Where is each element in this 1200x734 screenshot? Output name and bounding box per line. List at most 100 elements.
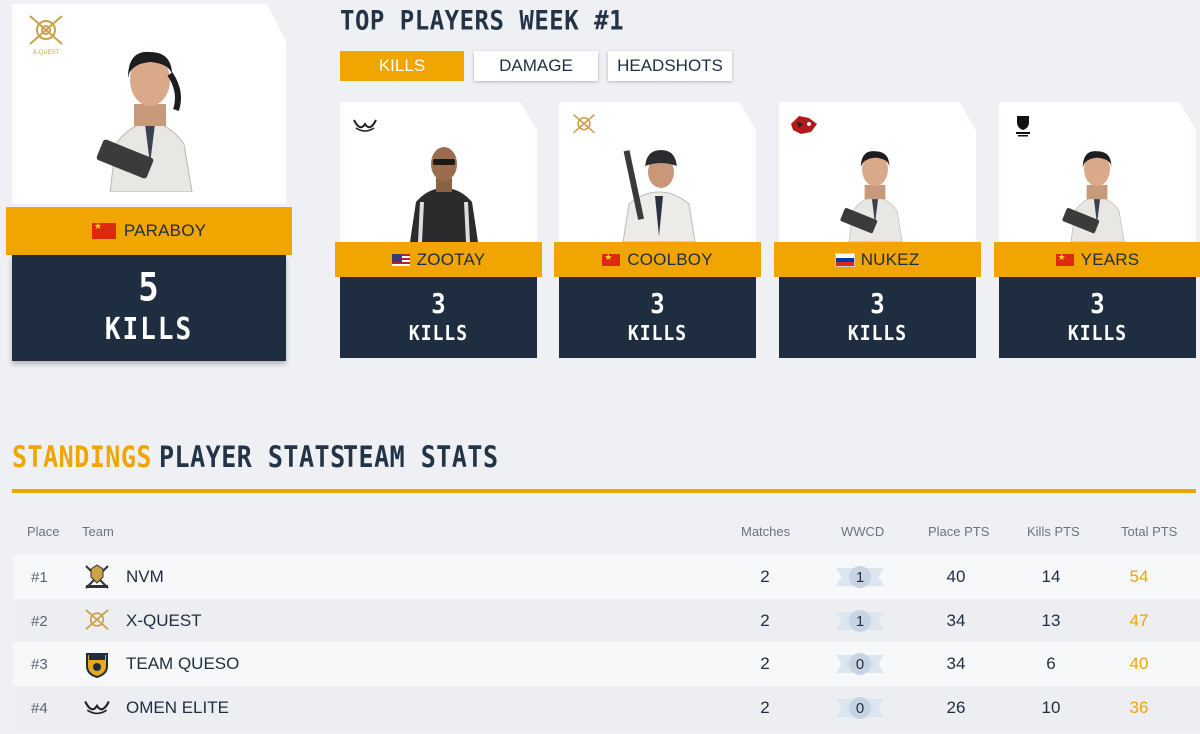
wwcd-value: 0 bbox=[849, 697, 871, 719]
row-wwcd: 0 bbox=[836, 686, 884, 730]
player-stat-value: 3 bbox=[870, 287, 885, 320]
usa-flag-icon bbox=[391, 253, 410, 266]
player-name: COOLBOY bbox=[627, 249, 713, 269]
table-row[interactable]: #2 X-QUEST 2 1 34 13 47 bbox=[13, 599, 1200, 643]
china-flag-icon bbox=[602, 252, 621, 266]
player-card[interactable]: COOLBOY 3 KILLS bbox=[554, 102, 761, 358]
player-name-banner: ZOOTAY bbox=[335, 242, 542, 277]
xquest-logo-icon bbox=[85, 609, 109, 631]
row-total-pts: 36 bbox=[1129, 698, 1149, 717]
wolf-logo-icon bbox=[791, 116, 817, 134]
featured-stat-value: 5 bbox=[138, 264, 160, 311]
player-photo-area bbox=[559, 102, 756, 242]
player-name: NUKEZ bbox=[860, 249, 920, 269]
queso-logo-icon bbox=[86, 653, 108, 678]
row-total-pts: 54 bbox=[1129, 567, 1149, 586]
row-team-name[interactable]: OMEN ELITE bbox=[126, 698, 229, 717]
row-total-pts: 47 bbox=[1129, 611, 1149, 630]
section-underline bbox=[12, 489, 1196, 493]
row-place: #1 bbox=[31, 568, 48, 586]
player-name: ZOOTAY bbox=[416, 249, 486, 269]
player-male-icon bbox=[410, 147, 478, 242]
row-kills-pts: 6 bbox=[1046, 654, 1056, 673]
wwcd-value: 1 bbox=[849, 610, 871, 632]
player-card[interactable]: ZOOTAY 3 KILLS bbox=[335, 102, 542, 358]
featured-photo-area: X-QUEST bbox=[12, 4, 286, 204]
tab-team-stats[interactable]: TEAM STATS bbox=[343, 440, 499, 475]
row-kills-pts: 14 bbox=[1041, 567, 1061, 586]
column-header-kills-pts: Kills PTS bbox=[1027, 524, 1080, 539]
row-team-name[interactable]: TEAM QUESO bbox=[126, 654, 240, 673]
player-female-icon bbox=[96, 51, 193, 192]
row-wwcd: 1 bbox=[836, 599, 884, 643]
row-kills-pts: 13 bbox=[1041, 611, 1061, 630]
tab-standings[interactable]: STANDINGS bbox=[12, 440, 152, 475]
nvm-logo-icon bbox=[85, 564, 109, 589]
row-matches: 2 bbox=[760, 567, 770, 586]
omen-logo-icon bbox=[84, 701, 110, 715]
player-name: YEARS bbox=[1080, 249, 1140, 269]
column-header-team: Team bbox=[82, 524, 114, 539]
table-row[interactable]: #1 NVM 2 1 40 14 54 bbox=[13, 555, 1200, 599]
row-wwcd: 1 bbox=[836, 555, 884, 599]
top-esports-logo-icon bbox=[1016, 116, 1030, 137]
table-row[interactable]: #4 OMEN ELITE 2 0 26 10 36 bbox=[13, 686, 1200, 730]
table-row[interactable]: #3 TEAM QUESO 2 0 34 6 40 bbox=[13, 642, 1200, 686]
row-matches: 2 bbox=[760, 698, 770, 717]
row-place-pts: 40 bbox=[946, 567, 966, 586]
featured-name-banner: PARABOY bbox=[6, 207, 292, 255]
row-place: #2 bbox=[31, 612, 48, 630]
tab-damage[interactable]: DAMAGE bbox=[474, 51, 598, 81]
player-female-icon bbox=[1062, 151, 1125, 242]
player-stat-box: 3 KILLS bbox=[779, 277, 976, 358]
column-header-matches: Matches bbox=[741, 524, 791, 539]
row-place: #4 bbox=[31, 699, 48, 717]
wwcd-badge: 1 bbox=[836, 609, 884, 633]
row-kills-pts: 10 bbox=[1041, 698, 1061, 717]
player-photo-area bbox=[999, 102, 1196, 242]
column-header-total-pts: Total PTS bbox=[1121, 524, 1178, 539]
row-team-name[interactable]: NVM bbox=[126, 567, 164, 586]
player-stat-value: 3 bbox=[1090, 287, 1105, 320]
team-logo bbox=[83, 555, 111, 599]
row-team-name[interactable]: X-QUEST bbox=[126, 611, 202, 630]
tab-kills[interactable]: KILLS bbox=[340, 51, 464, 81]
tab-headshots[interactable]: HEADSHOTS bbox=[608, 51, 732, 81]
tab-player-stats[interactable]: PLAYER STATS bbox=[159, 440, 346, 475]
team-logo bbox=[83, 642, 111, 686]
player-stat-box: 3 KILLS bbox=[559, 277, 756, 358]
china-flag-icon bbox=[91, 221, 116, 239]
row-place-pts: 34 bbox=[946, 611, 966, 630]
player-name-banner: COOLBOY bbox=[554, 242, 761, 277]
featured-player-card[interactable]: X-QUEST PARABOY 5 KILLS bbox=[6, 4, 292, 361]
player-helmet-icon bbox=[622, 150, 696, 242]
player-card[interactable]: NUKEZ 3 KILLS bbox=[774, 102, 981, 358]
row-place-pts: 26 bbox=[946, 698, 966, 717]
row-place: #3 bbox=[31, 655, 48, 673]
wwcd-badge: 0 bbox=[836, 652, 884, 676]
row-matches: 2 bbox=[760, 611, 770, 630]
player-card[interactable]: YEARS 3 KILLS bbox=[994, 102, 1200, 358]
wwcd-badge: 0 bbox=[836, 696, 884, 720]
player-stat-unit: KILLS bbox=[1067, 321, 1128, 346]
player-name-banner: NUKEZ bbox=[774, 242, 981, 277]
player-photo-area bbox=[779, 102, 976, 242]
china-flag-icon bbox=[1055, 252, 1074, 266]
row-place-pts: 34 bbox=[946, 654, 966, 673]
player-stat-unit: KILLS bbox=[408, 321, 469, 346]
player-stat-value: 3 bbox=[650, 287, 665, 320]
player-stat-unit: KILLS bbox=[627, 321, 688, 346]
column-header-wwcd: WWCD bbox=[841, 524, 885, 539]
player-stat-value: 3 bbox=[431, 287, 446, 320]
wwcd-value: 0 bbox=[849, 653, 871, 675]
column-header-place-pts: Place PTS bbox=[928, 524, 990, 539]
featured-stat-unit: KILLS bbox=[104, 312, 194, 348]
player-stat-box: 3 KILLS bbox=[999, 277, 1196, 358]
row-total-pts: 40 bbox=[1129, 654, 1149, 673]
xquest-logo-text: X-QUEST bbox=[33, 50, 60, 56]
wwcd-badge: 1 bbox=[836, 565, 884, 589]
team-logo bbox=[83, 686, 111, 730]
xquest-logo-icon bbox=[573, 113, 595, 134]
player-stat-box: 3 KILLS bbox=[340, 277, 537, 358]
featured-player-name: PARABOY bbox=[123, 221, 207, 240]
